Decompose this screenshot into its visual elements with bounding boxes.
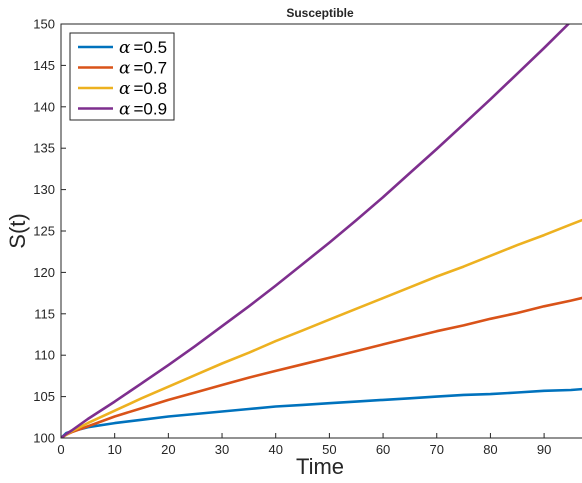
y-tick-label: 135 (33, 141, 55, 156)
legend-value: =0.9 (133, 100, 167, 119)
x-tick-label: 70 (430, 442, 444, 457)
y-tick-label: 105 (33, 389, 55, 404)
x-tick-label: 60 (376, 442, 390, 457)
y-tick-label: 130 (33, 182, 55, 197)
legend-items: α =0.5α =0.7α =0.8α =0.9 (78, 38, 167, 120)
legend-alpha-symbol: α (119, 79, 131, 99)
x-tick-label: 10 (107, 442, 121, 457)
x-tick-label: 50 (322, 442, 336, 457)
x-tick-label: 90 (537, 442, 551, 457)
legend-value: =0.5 (133, 38, 167, 57)
x-axis-ticks: 0 10 20 30 40 50 60 70 80 90 (57, 433, 551, 457)
series-line (61, 24, 571, 438)
legend-label: α =0.8 (119, 79, 167, 99)
legend-alpha-symbol: α (119, 59, 131, 79)
y-axis-ticks: 100 105 110 115 120 125 130 135 140 145 150 (33, 17, 66, 446)
y-tick-label: 110 (34, 348, 55, 363)
y-tick-label: 120 (33, 265, 55, 280)
series-lines (61, 24, 582, 438)
y-tick-label: 115 (34, 306, 55, 321)
x-tick-label: 30 (215, 442, 229, 457)
legend-label: α =0.7 (119, 59, 167, 79)
legend-value: =0.8 (133, 79, 167, 98)
plot-area-frame (60, 23, 582, 439)
legend-alpha-symbol: α (119, 100, 131, 120)
y-tick-label: 125 (33, 224, 55, 239)
y-tick-label: 145 (33, 58, 55, 73)
legend-value: =0.7 (133, 59, 167, 78)
x-tick-label: 40 (268, 442, 282, 457)
x-tick-label: 0 (57, 442, 64, 457)
legend-label: α =0.5 (119, 38, 167, 58)
legend-label: α =0.9 (119, 100, 167, 120)
y-tick-label: 140 (33, 99, 55, 114)
series-line (61, 296, 582, 438)
chart-title: Susceptible (286, 6, 354, 20)
y-tick-label: 100 (33, 431, 55, 446)
x-axis-title: Time (296, 454, 344, 479)
y-axis-title: S(t) (5, 213, 30, 248)
y-tick-label: 150 (33, 17, 55, 32)
x-tick-label: 80 (483, 442, 497, 457)
legend: α =0.5α =0.7α =0.8α =0.9 (69, 32, 175, 121)
series-line (61, 218, 582, 438)
legend-alpha-symbol: α (119, 38, 131, 58)
series-line (61, 387, 582, 438)
x-tick-label: 20 (161, 442, 175, 457)
